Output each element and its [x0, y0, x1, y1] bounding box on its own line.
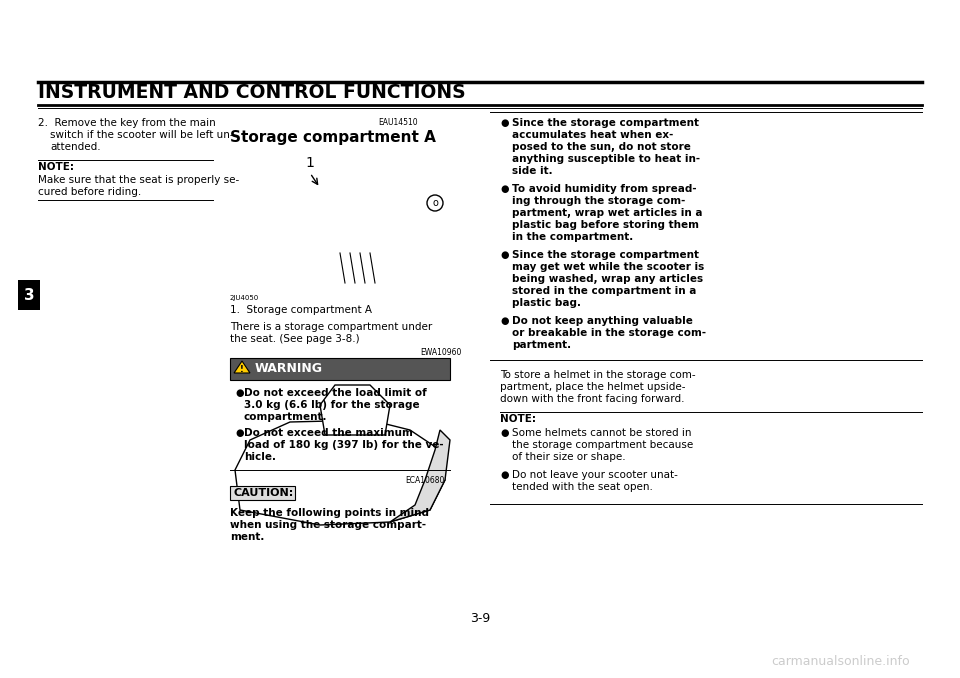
Text: o: o: [432, 198, 438, 208]
Text: accumulates heat when ex-: accumulates heat when ex-: [512, 130, 673, 140]
Circle shape: [427, 195, 443, 211]
Text: load of 180 kg (397 lb) for the ve-: load of 180 kg (397 lb) for the ve-: [244, 440, 444, 450]
Text: Do not exceed the maximum: Do not exceed the maximum: [244, 428, 413, 438]
Text: ●: ●: [235, 388, 244, 398]
Text: 1: 1: [305, 156, 315, 170]
Text: Some helmets cannot be stored in: Some helmets cannot be stored in: [512, 428, 691, 438]
Text: Do not exceed the load limit of: Do not exceed the load limit of: [244, 388, 427, 398]
Text: in the compartment.: in the compartment.: [512, 232, 634, 242]
Text: Since the storage compartment: Since the storage compartment: [512, 118, 699, 128]
Text: NOTE:: NOTE:: [500, 414, 536, 424]
Text: ECA10680: ECA10680: [405, 476, 444, 485]
Text: ●: ●: [500, 250, 509, 260]
Text: Storage compartment A: Storage compartment A: [230, 130, 436, 145]
Text: INSTRUMENT AND CONTROL FUNCTIONS: INSTRUMENT AND CONTROL FUNCTIONS: [38, 83, 466, 102]
Text: ●: ●: [235, 428, 244, 438]
Text: WARNING: WARNING: [255, 363, 323, 376]
Text: may get wet while the scooter is: may get wet while the scooter is: [512, 262, 705, 272]
Text: compartment.: compartment.: [244, 412, 327, 422]
Text: 3-9: 3-9: [469, 612, 491, 625]
FancyBboxPatch shape: [230, 358, 450, 380]
Text: Do not leave your scooter unat-: Do not leave your scooter unat-: [512, 470, 678, 480]
Text: ●: ●: [500, 184, 509, 194]
Polygon shape: [235, 420, 445, 525]
Text: tended with the seat open.: tended with the seat open.: [512, 482, 653, 492]
Text: anything susceptible to heat in-: anything susceptible to heat in-: [512, 154, 700, 164]
Text: There is a storage compartment under: There is a storage compartment under: [230, 322, 432, 332]
Text: EWA10960: EWA10960: [420, 348, 462, 357]
Text: side it.: side it.: [512, 166, 553, 176]
Polygon shape: [320, 385, 390, 435]
Text: To store a helmet in the storage com-: To store a helmet in the storage com-: [500, 370, 696, 380]
Text: 3.0 kg (6.6 lb) for the storage: 3.0 kg (6.6 lb) for the storage: [244, 400, 420, 410]
Text: of their size or shape.: of their size or shape.: [512, 452, 626, 462]
Text: NOTE:: NOTE:: [38, 162, 74, 172]
Text: ●: ●: [500, 428, 509, 438]
Text: ●: ●: [500, 118, 509, 128]
Text: plastic bag.: plastic bag.: [512, 298, 581, 308]
Text: hicle.: hicle.: [244, 452, 276, 462]
Text: carmanualsonline.info: carmanualsonline.info: [772, 655, 910, 668]
Text: 2JU4050: 2JU4050: [230, 295, 259, 301]
Text: the storage compartment because: the storage compartment because: [512, 440, 693, 450]
FancyBboxPatch shape: [18, 280, 40, 310]
Text: partment.: partment.: [512, 340, 571, 350]
Text: partment, wrap wet articles in a: partment, wrap wet articles in a: [512, 208, 703, 218]
Text: down with the front facing forward.: down with the front facing forward.: [500, 394, 684, 404]
Text: CAUTION:: CAUTION:: [234, 488, 295, 498]
Text: 3: 3: [24, 287, 35, 302]
Text: ●: ●: [500, 316, 509, 326]
FancyBboxPatch shape: [230, 486, 295, 500]
Text: posed to the sun, do not store: posed to the sun, do not store: [512, 142, 691, 152]
Text: Make sure that the seat is properly se-: Make sure that the seat is properly se-: [38, 175, 239, 185]
Text: partment, place the helmet upside-: partment, place the helmet upside-: [500, 382, 685, 392]
Text: plastic bag before storing them: plastic bag before storing them: [512, 220, 699, 230]
Text: attended.: attended.: [50, 142, 101, 152]
Text: ing through the storage com-: ing through the storage com-: [512, 196, 685, 206]
Polygon shape: [234, 361, 250, 373]
Text: To avoid humidity from spread-: To avoid humidity from spread-: [512, 184, 697, 194]
Text: cured before riding.: cured before riding.: [38, 187, 141, 197]
Text: the seat. (See page 3-8.): the seat. (See page 3-8.): [230, 334, 360, 344]
Text: switch if the scooter will be left un-: switch if the scooter will be left un-: [50, 130, 233, 140]
Text: Since the storage compartment: Since the storage compartment: [512, 250, 699, 260]
Text: !: !: [240, 365, 244, 374]
Text: when using the storage compart-: when using the storage compart-: [230, 520, 426, 530]
Text: Keep the following points in mind: Keep the following points in mind: [230, 508, 429, 518]
Text: being washed, wrap any articles: being washed, wrap any articles: [512, 274, 703, 284]
Text: 1.  Storage compartment A: 1. Storage compartment A: [230, 305, 372, 315]
Polygon shape: [390, 430, 450, 522]
Text: stored in the compartment in a: stored in the compartment in a: [512, 286, 696, 296]
Text: EAU14510: EAU14510: [378, 118, 418, 127]
Text: 2.  Remove the key from the main: 2. Remove the key from the main: [38, 118, 216, 128]
Text: ●: ●: [500, 470, 509, 480]
Text: or breakable in the storage com-: or breakable in the storage com-: [512, 328, 707, 338]
Text: Do not keep anything valuable: Do not keep anything valuable: [512, 316, 693, 326]
Text: ment.: ment.: [230, 532, 264, 542]
